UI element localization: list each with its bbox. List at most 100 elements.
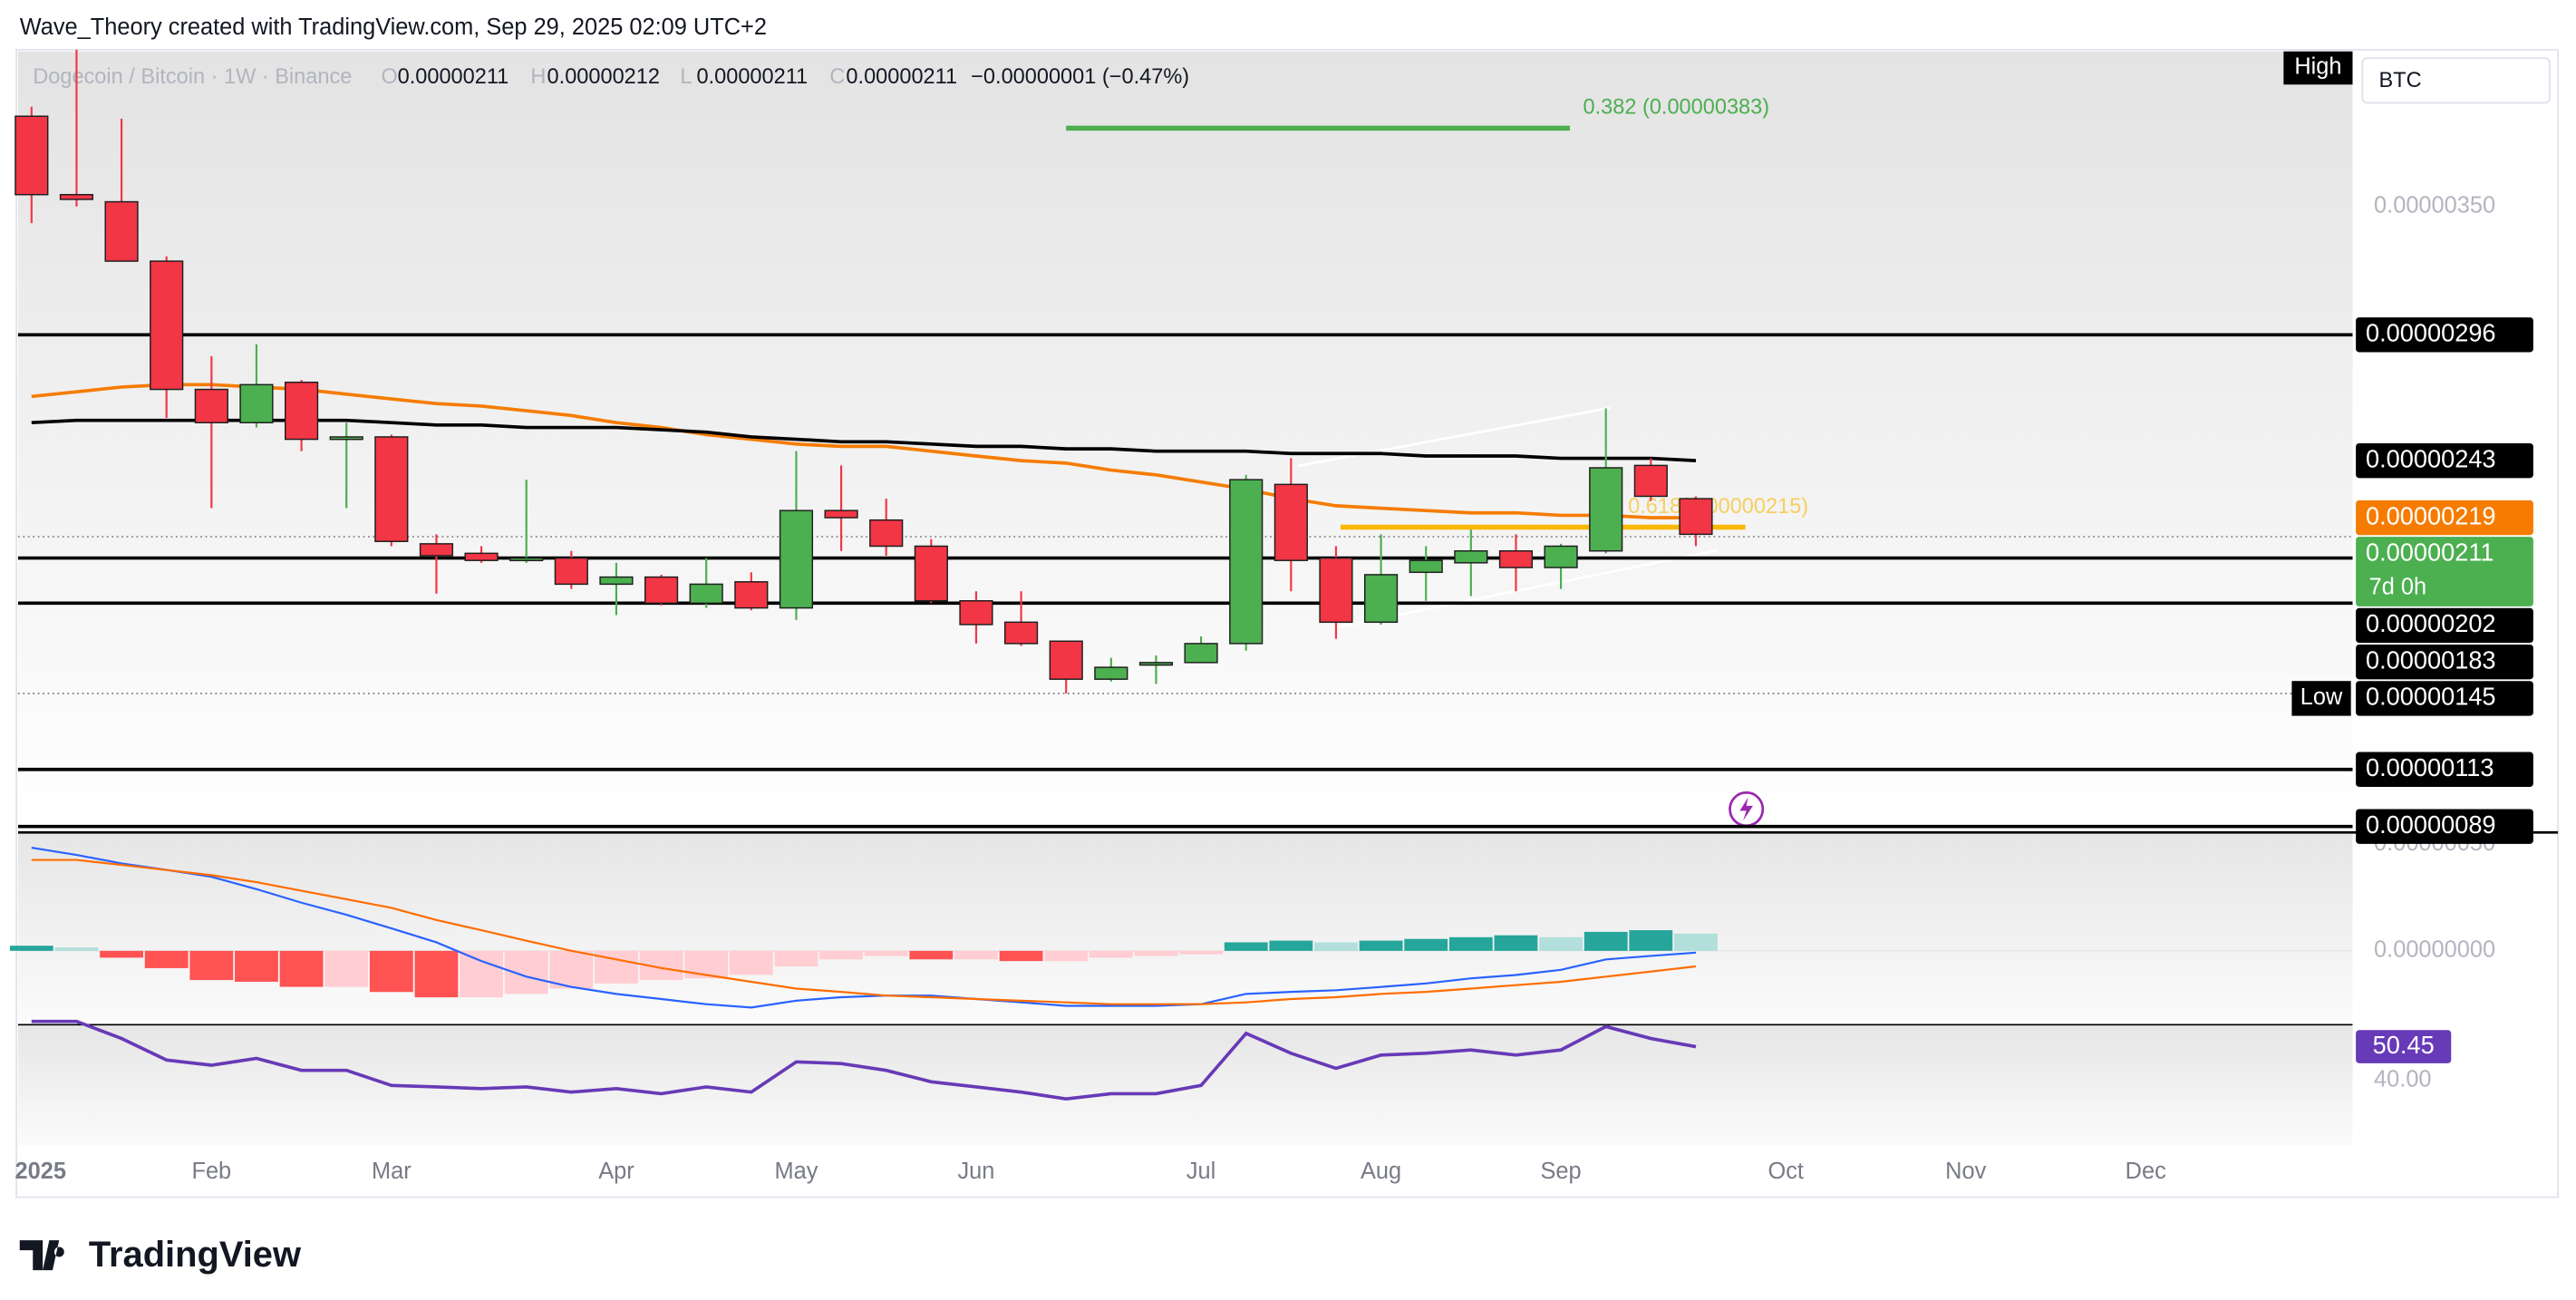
price-label: 0.00000089	[2366, 810, 2496, 839]
price-label: 0.00000211	[2366, 538, 2494, 566]
macd-histogram-bar	[1494, 935, 1538, 951]
candle-body	[1498, 549, 1534, 568]
macd-histogram-bar	[54, 947, 99, 951]
x-tick-label: May	[774, 1159, 818, 1184]
x-tick-label: Jul	[1186, 1159, 1215, 1184]
candle-body	[15, 115, 49, 196]
candle-body	[150, 260, 184, 391]
macd-histogram-bar	[999, 950, 1043, 962]
macd-histogram-bar	[864, 950, 908, 956]
legend-value: 0.00000211	[846, 65, 957, 89]
price-label-box	[2356, 752, 2533, 787]
candle-body	[374, 436, 409, 542]
candle-body	[779, 509, 814, 609]
main-pane	[17, 51, 2353, 833]
candle-body	[1679, 498, 1713, 536]
x-tick-label: Oct	[1767, 1159, 1803, 1184]
y-tick-label: 0.00000350	[2374, 192, 2495, 218]
macd-histogram-bar	[1134, 950, 1178, 956]
macd-histogram-bar	[1314, 942, 1358, 951]
legend-value: 0.00000211	[398, 65, 509, 89]
price-label-box	[2356, 809, 2533, 844]
x-tick-label: Nov	[1945, 1159, 1986, 1184]
fib-label: 0.618(0.00000215)	[1628, 495, 1808, 519]
macd-histogram-bar	[1044, 950, 1089, 962]
candle-body	[1319, 557, 1353, 624]
macd-histogram-bar	[1269, 940, 1313, 951]
price-label: 0.00000219	[2366, 501, 2496, 529]
price-label: 0.00000202	[2366, 609, 2496, 637]
event-icon-bolt	[1739, 797, 1753, 821]
symbol-title: Dogecoin / Bitcoin · 1W · Binance	[33, 65, 352, 89]
high-tag: High	[2294, 54, 2341, 80]
legend-key: L	[680, 65, 692, 89]
candle-body	[1633, 464, 1668, 498]
macd-histogram-bar	[189, 950, 234, 981]
legend-value: 0.00000211	[697, 65, 809, 89]
candle-body	[599, 576, 634, 586]
price-label-box	[2356, 442, 2533, 479]
macd-histogram-bar	[324, 950, 369, 987]
candle-body	[509, 557, 544, 562]
candle-body	[239, 383, 274, 423]
candle-body	[1094, 666, 1128, 680]
price-label-box	[2356, 537, 2533, 606]
candle-body	[194, 388, 228, 423]
currency[interactable]: BTC	[2379, 69, 2422, 92]
macd-histogram-bar	[1583, 931, 1628, 951]
candle-body	[1273, 483, 1308, 561]
candle-body	[59, 193, 94, 200]
candle-body	[104, 200, 139, 262]
macd-histogram-bar	[729, 950, 773, 975]
macd-line	[31, 859, 1697, 1005]
candle-body	[1229, 479, 1264, 645]
legend-change: −0.00000001 (−0.47%)	[971, 65, 1189, 89]
candle-body	[284, 381, 319, 441]
price-label: 0.00000145	[2366, 683, 2496, 711]
price-label: 0.00000113	[2366, 753, 2494, 781]
candle-body	[464, 552, 499, 561]
high-tag-box	[2283, 51, 2353, 85]
currency-box[interactable]	[2361, 57, 2551, 104]
x-tick-label: Dec	[2126, 1159, 2166, 1184]
macd-histogram-bar	[460, 950, 503, 998]
candle-body	[959, 600, 993, 626]
legend-value: 0.00000212	[547, 65, 660, 89]
macd-histogram-bar	[235, 950, 278, 982]
candle-body	[554, 557, 588, 586]
x-tick-label: Feb	[191, 1159, 231, 1184]
macd-histogram-bar	[1539, 936, 1583, 951]
macd-histogram-bar	[819, 950, 863, 960]
macd-histogram-bar	[954, 950, 998, 960]
macd-pane	[17, 834, 2353, 1024]
price-label: 0.00000243	[2366, 444, 2496, 472]
y-tick-label: 0.00000000	[2374, 937, 2495, 963]
legend-key: C	[829, 65, 845, 89]
legend-key: H	[530, 65, 546, 89]
candle-body	[1363, 574, 1399, 624]
macd-histogram-bar	[1674, 933, 1718, 951]
macd-histogram-bar	[549, 950, 594, 989]
triangle-line	[1297, 406, 1611, 468]
price-label-box	[2356, 607, 2533, 644]
price-label-box	[2356, 644, 2533, 680]
candle-body	[1589, 467, 1623, 552]
macd-histogram-bar	[144, 950, 189, 968]
price-label-box	[2356, 317, 2533, 353]
header-text: Wave_Theory created with TradingView.com…	[20, 15, 767, 40]
countdown: 7d 0h	[2369, 574, 2426, 599]
candle-body	[1409, 559, 1443, 574]
x-tick-label: Aug	[1361, 1159, 1401, 1184]
macd-histogram-bar	[1404, 938, 1448, 951]
price-label-box	[2356, 500, 2533, 536]
triangle-line	[1338, 548, 1718, 628]
x-tick-label: Sep	[1541, 1159, 1582, 1184]
macd-histogram-bar	[9, 946, 53, 951]
macd-histogram-bar	[1359, 940, 1403, 951]
macd-histogram-bar	[1089, 950, 1133, 958]
candle-body	[419, 543, 454, 557]
x-tick-label: Jun	[958, 1159, 995, 1184]
legend-key: O	[382, 65, 398, 89]
macd-histogram-bar	[1629, 930, 1673, 951]
